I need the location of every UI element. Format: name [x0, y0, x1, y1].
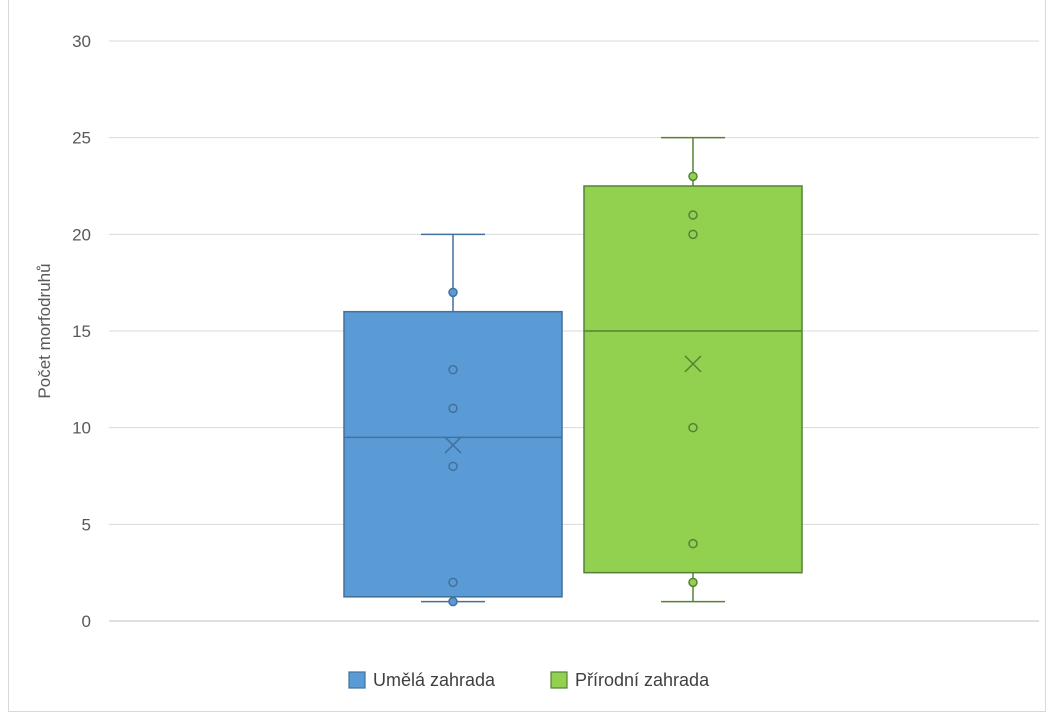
y-tick-label: 20 — [72, 225, 91, 244]
legend-label: Přírodní zahrada — [575, 670, 710, 690]
data-point — [688, 538, 698, 549]
data-point — [448, 596, 458, 607]
chart-frame: 0 5 10 15 20 25 30 Počet morfodruhů Umělá zahr… — [8, 0, 1046, 712]
data-point — [448, 461, 458, 472]
legend-swatch — [348, 671, 366, 689]
data-point — [688, 422, 698, 433]
legend-swatch — [550, 671, 568, 689]
box-iqr — [583, 185, 803, 574]
data-point — [448, 364, 458, 375]
mean-marker — [444, 436, 462, 454]
data-point — [688, 171, 698, 182]
box-0 — [343, 233, 563, 607]
box-1 — [583, 136, 803, 603]
boxplot-chart: 0 5 10 15 20 25 30 Počet morfodruhů Umělá zahr… — [35, 32, 1039, 690]
y-tick-label: 0 — [82, 612, 91, 631]
y-tick-label: 10 — [72, 419, 91, 438]
data-point — [688, 210, 698, 220]
y-tick-label: 5 — [82, 515, 91, 534]
y-tick-label: 25 — [72, 129, 91, 148]
y-axis-ticks: 0 5 10 15 20 25 30 — [72, 32, 91, 631]
legend: Umělá zahrada Přírodní zahrada — [348, 670, 710, 690]
data-point — [688, 229, 698, 240]
data-point — [448, 287, 458, 298]
data-point — [448, 577, 458, 588]
y-tick-label: 30 — [72, 32, 91, 51]
data-point — [448, 403, 458, 414]
y-tick-label: 15 — [72, 322, 91, 341]
gridlines — [109, 40, 1039, 622]
y-axis-title: Počet morfodruhů — [35, 263, 54, 398]
boxes — [343, 136, 803, 607]
data-point — [688, 577, 698, 588]
box-iqr — [343, 310, 563, 598]
legend-label: Umělá zahrada — [373, 670, 496, 690]
mean-marker — [684, 355, 702, 373]
